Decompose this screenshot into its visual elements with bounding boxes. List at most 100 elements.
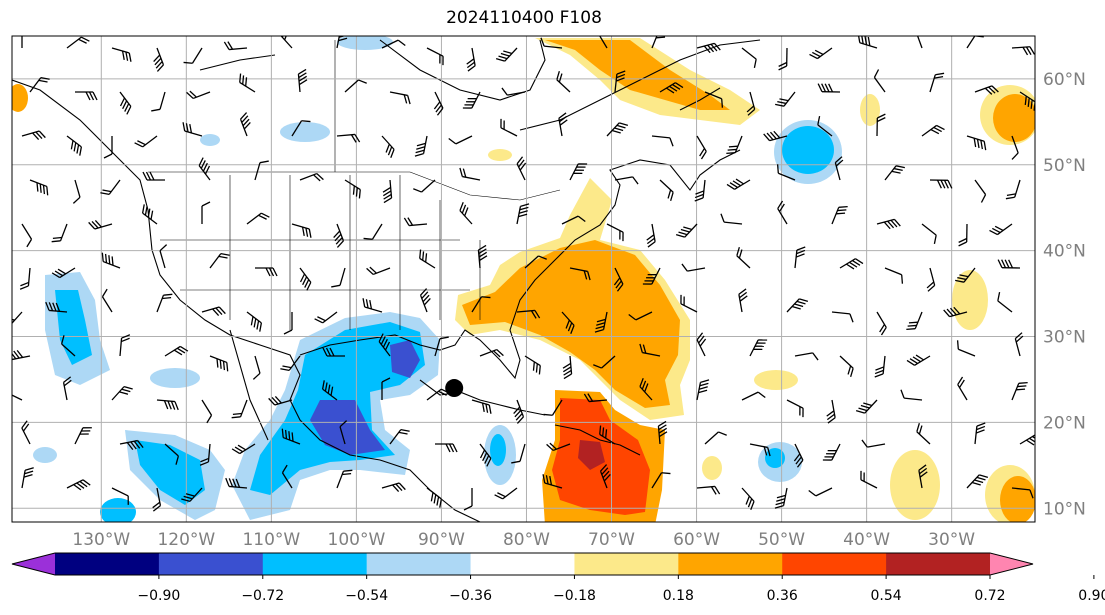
- colorbar: [11, 552, 1034, 576]
- positive-anomaly-labrador-core: [545, 40, 730, 110]
- wind-barb: [479, 443, 492, 467]
- wind-barb: [562, 355, 573, 380]
- wind-barb: [524, 355, 541, 375]
- wind-barb: [21, 130, 46, 140]
- wind-barb: [201, 306, 226, 316]
- longitude-tick-label: 70°W: [588, 530, 635, 550]
- wind-barb: [738, 288, 748, 313]
- wind-barb: [599, 464, 611, 489]
- wind-barb: [916, 422, 931, 445]
- wind-barb: [704, 91, 724, 108]
- wind-barb: [255, 267, 278, 277]
- wind-barb: [957, 376, 968, 401]
- wind-barb: [281, 428, 301, 445]
- wind-barb: [741, 487, 755, 510]
- wind-barb: [997, 259, 1021, 269]
- wind-barb: [252, 355, 261, 380]
- map-border: [11, 35, 1036, 523]
- wind-barb: [45, 301, 68, 313]
- longitude-tick-label: 30°W: [928, 530, 975, 550]
- wind-barb: [419, 249, 436, 269]
- wind-barb: [479, 348, 504, 358]
- wind-barb: [62, 376, 72, 401]
- wind-barb: [209, 252, 230, 269]
- wind-barb: [336, 133, 361, 143]
- colorbar-bin: [262, 553, 368, 575]
- wind-barb: [696, 379, 710, 401]
- wind-barb: [209, 355, 229, 372]
- wind-barb: [826, 399, 836, 424]
- wind-barb: [156, 399, 179, 411]
- wind-barb: [943, 306, 968, 318]
- wind-barb: [231, 399, 248, 419]
- wind-barb: [268, 396, 293, 406]
- wind-barb: [1019, 91, 1035, 111]
- longitude-tick-label: 50°W: [758, 530, 805, 550]
- wind-barb: [741, 47, 757, 68]
- wind-barb: [876, 311, 887, 336]
- wind-barb: [321, 380, 338, 401]
- wind-barb: [448, 135, 473, 145]
- wind-barb: [659, 179, 674, 202]
- wind-barb: [966, 135, 987, 151]
- longitude-tick-label: 40°W: [843, 530, 890, 550]
- colorbar-extend-max: [990, 553, 1033, 575]
- wind-barb: [613, 267, 624, 292]
- wind-barb: [198, 157, 211, 181]
- colorbar-bin: [678, 553, 783, 575]
- wind-barb: [336, 469, 353, 489]
- wind-barb: [101, 288, 113, 313]
- wind-barb: [363, 223, 383, 240]
- wind-barb: [366, 266, 391, 276]
- wind-barb: [546, 442, 571, 452]
- wind-barb: [516, 203, 530, 225]
- wind-barb: [839, 258, 864, 270]
- wind-barb: [1011, 46, 1035, 56]
- colorbar-bin: [886, 553, 991, 575]
- wind-barb: [12, 391, 23, 401]
- wind-barb: [181, 487, 203, 503]
- wind-barb: [494, 487, 518, 500]
- wind-barb: [60, 335, 76, 357]
- wind-barb: [513, 399, 525, 424]
- wind-barb: [906, 354, 931, 366]
- wind-barb: [344, 179, 361, 199]
- wind-barb: [223, 41, 248, 51]
- wind-barb: [900, 389, 923, 401]
- wind-barb: [281, 464, 293, 489]
- wind-barb: [501, 87, 526, 96]
- wind-barb: [524, 255, 547, 269]
- wind-barb: [156, 293, 173, 313]
- wind-barb: [778, 47, 788, 71]
- wind-barb: [696, 332, 707, 357]
- wind-barb: [929, 179, 953, 189]
- longitude-tick-label: 90°W: [418, 530, 465, 550]
- wind-barb: [516, 156, 527, 181]
- latitude-tick-label: 20°N: [1043, 413, 1086, 433]
- wind-barb: [403, 217, 428, 227]
- colorbar-bin: [470, 553, 575, 575]
- wind-barb: [433, 91, 444, 116]
- wind-barb: [989, 223, 1013, 236]
- longitude-tick-label: 120°W: [157, 530, 215, 550]
- wind-barb: [51, 267, 76, 279]
- wind-barb: [720, 213, 743, 225]
- wind-barb: [675, 223, 698, 238]
- wind-barb: [599, 425, 616, 445]
- wind-barb: [642, 267, 661, 285]
- wind-barb: [860, 470, 878, 489]
- wind-barb: [344, 79, 367, 93]
- state-borders: [148, 40, 561, 330]
- wind-barb: [915, 36, 923, 49]
- longitude-tick-label: 100°W: [328, 530, 386, 550]
- colorbar-tick-label: 0.36: [767, 588, 798, 604]
- wind-barb: [997, 292, 1013, 313]
- wind-barb: [974, 85, 999, 95]
- wind-barb: [561, 311, 575, 334]
- latitude-tick-label: 30°N: [1043, 328, 1086, 348]
- wind-barb: [763, 130, 788, 142]
- wind-barb: [201, 201, 211, 224]
- colorbar-bin: [55, 553, 160, 575]
- wind-barb: [426, 47, 444, 66]
